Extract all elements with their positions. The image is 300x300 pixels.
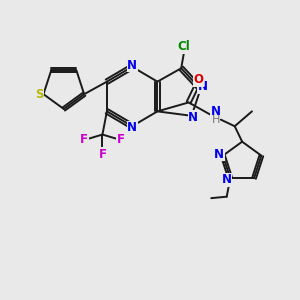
Text: O: O (193, 73, 203, 86)
Text: F: F (80, 133, 88, 146)
Text: N: N (222, 173, 232, 186)
Text: N: N (127, 121, 137, 134)
Text: H: H (212, 115, 220, 125)
Text: F: F (117, 133, 125, 146)
Text: F: F (98, 148, 106, 161)
Text: N: N (188, 111, 198, 124)
Text: Cl: Cl (178, 40, 190, 53)
Text: N: N (198, 80, 208, 93)
Text: S: S (35, 88, 43, 101)
Text: N: N (211, 106, 221, 118)
Text: N: N (127, 59, 137, 72)
Text: N: N (214, 148, 224, 161)
